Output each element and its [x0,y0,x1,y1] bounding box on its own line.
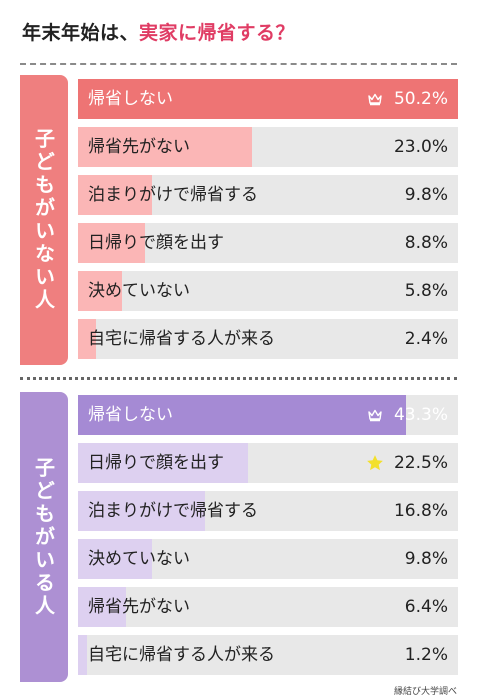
bar-category-label: 自宅に帰省する人が来る [88,645,275,665]
bar [78,127,253,167]
bar-value-label: 9.8% [404,549,448,569]
bar-row: 帰省先がない 23.0% [78,127,458,167]
bar-row: 日帰りで顔を出す 22.5% [78,443,458,483]
bar [78,491,206,531]
bar [78,635,88,675]
title-main: 年末年始は、 [22,22,140,44]
bar-row: 泊まりがけで帰省する 9.8% [78,175,458,215]
bar-row: 帰省先がない 6.4% [78,587,458,627]
bar [78,223,145,263]
bar-value-label: 16.8% [393,501,448,521]
group-divider [20,377,457,380]
bar-row: 泊まりがけで帰省する 16.8% [78,491,458,531]
bar-row: 日帰りで顔を出す 8.8% [78,223,458,263]
bar-row: 帰省しない 50.2% [78,79,458,119]
bar [78,443,249,483]
bar [78,319,97,359]
group-label-text: 子どもがいない人 [31,128,56,312]
bar-category-label: 決めていない [88,549,190,569]
bar-category-label: 日帰りで顔を出す [88,453,224,473]
bar [78,395,406,435]
group-label-with-children: 子どもがいる人 [20,392,68,682]
bar-category-label: 決めていない [88,281,190,301]
bar-category-label: 帰省しない [88,89,173,109]
crown-icon [367,407,383,423]
chart-title: 年末年始は、実家に帰省する？ [22,18,295,45]
bar-category-label: 帰省しない [88,405,173,425]
bar-value-label: 43.3% [393,405,448,425]
bar-value-label: 23.0% [393,137,448,157]
bar-value-label: 1.2% [404,645,448,665]
bar [78,271,122,311]
bar [78,175,153,215]
bar-value-label: 22.5% [393,453,448,473]
source-note: 縁結び大学調べ [393,687,457,697]
bar-value-label: 2.4% [404,329,448,349]
bar-row: 帰省しない 43.3% [78,395,458,435]
bar [78,539,153,579]
title-divider [20,63,457,65]
bar-category-label: 泊まりがけで帰省する [88,501,258,521]
bar [78,587,127,627]
bar-row: 決めていない 5.8% [78,271,458,311]
bar-value-label: 6.4% [404,597,448,617]
bar-category-label: 帰省先がない [88,597,190,617]
bar-category-label: 泊まりがけで帰省する [88,185,258,205]
bar-value-label: 9.8% [404,185,448,205]
star-icon [366,454,383,471]
bar-category-label: 日帰りで顔を出す [88,233,224,253]
bar-category-label: 帰省先がない [88,137,190,157]
group-label-text: 子どもがいる人 [31,456,56,618]
bar-value-label: 5.8% [404,281,448,301]
crown-icon [367,91,383,107]
bar-row: 自宅に帰省する人が来る 1.2% [78,635,458,675]
title-accent: 実家に帰省する？ [139,22,296,44]
bar [78,79,458,119]
bar-value-label: 50.2% [393,89,448,109]
bar-row: 決めていない 9.8% [78,539,458,579]
bar-category-label: 自宅に帰省する人が来る [88,329,275,349]
bar-row: 自宅に帰省する人が来る 2.4% [78,319,458,359]
group-label-no-children: 子どもがいない人 [20,75,68,365]
bar-value-label: 8.8% [404,233,448,253]
